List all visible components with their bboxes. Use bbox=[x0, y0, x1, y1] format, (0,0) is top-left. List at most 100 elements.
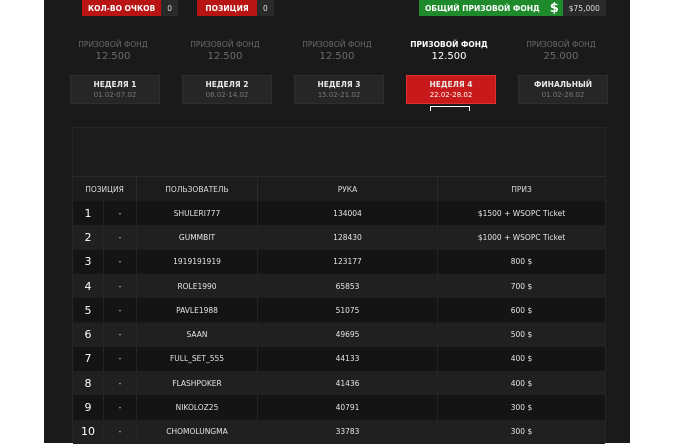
week-tab-1[interactable]: НЕДЕЛЯ 1 01.02-07.02 bbox=[70, 75, 160, 104]
week-fund-value: 12.500 bbox=[319, 51, 355, 62]
row-rank: 8 bbox=[73, 371, 104, 396]
row-user: CHOMOLUNGMA bbox=[137, 419, 258, 444]
week-fund-1: ПРИЗОВОЙ ФОНД 12.500 bbox=[64, 40, 162, 62]
row-hand: 40791 bbox=[258, 395, 438, 420]
row-hand: 33783 bbox=[258, 419, 438, 444]
week-tab-5[interactable]: ФИНАЛЬНЫЙ 01.02-28.02 bbox=[518, 75, 608, 104]
position-label: ПОЗИЦИЯ bbox=[197, 0, 257, 16]
row-change: - bbox=[104, 249, 137, 274]
week-fund-label: ПРИЗОВОЙ ФОНД bbox=[302, 40, 372, 49]
header-user: ПОЛЬЗОВАТЕЛЬ bbox=[137, 177, 258, 201]
row-user: SAAN bbox=[137, 322, 258, 347]
dollar-icon: $ bbox=[545, 0, 563, 16]
row-change: - bbox=[104, 273, 137, 299]
row-user: FULL_SET_555 bbox=[137, 346, 258, 372]
row-prize: 300 $ bbox=[510, 427, 533, 437]
week-tab-3[interactable]: НЕДЕЛЯ 3 15.02-21.02 bbox=[294, 75, 384, 104]
row-rank: 7 bbox=[73, 346, 104, 372]
week-fund-label: ПРИЗОВОЙ ФОНД bbox=[410, 40, 488, 49]
table-row: 1- SHULERI777 134004 $1500 + WSOPC Ticket bbox=[73, 201, 605, 226]
total-fund-label: ОБЩИЙ ПРИЗОВОЙ ФОНД bbox=[419, 0, 546, 16]
row-user: 1919191919 bbox=[137, 249, 258, 274]
points-value: 0 bbox=[161, 0, 178, 16]
row-rank: 5 bbox=[73, 298, 104, 323]
row-user: GUMMBIT bbox=[137, 225, 258, 250]
row-hand: 51075 bbox=[258, 298, 438, 323]
week-tab-4[interactable]: НЕДЕЛЯ 4 22.02-28.02 bbox=[406, 75, 496, 104]
table-row: 6- SAAN 49695 500 $ bbox=[73, 322, 605, 347]
week-fund-5: ПРИЗОВОЙ ФОНД 25.000 bbox=[512, 40, 610, 62]
row-rank: 9 bbox=[73, 395, 104, 420]
leaderboard-table: ПОЗИЦИЯ ПОЛЬЗОВАТЕЛЬ РУКА ПРИЗ 1- SHULERI… bbox=[72, 127, 606, 444]
position-value: 0 bbox=[257, 0, 274, 16]
week-fund-value: 12.500 bbox=[207, 51, 243, 62]
table-row: 4- ROLE1990 65853 700 $ bbox=[73, 273, 605, 299]
week-tab-name: НЕДЕЛЯ 3 bbox=[317, 80, 361, 89]
row-rank: 6 bbox=[73, 322, 104, 347]
week-tab-dates: 08.02-14.02 bbox=[205, 91, 249, 99]
row-prize: $1500 + WSOPC Ticket bbox=[477, 208, 566, 218]
row-user: SHULERI777 bbox=[137, 201, 258, 226]
row-hand: 44133 bbox=[258, 346, 438, 372]
week-tab-name: НЕДЕЛЯ 4 bbox=[429, 80, 473, 89]
row-prize: 300 $ bbox=[510, 403, 533, 413]
table-row: 9- NIKOLOZ25 40791 300 $ bbox=[73, 395, 605, 420]
active-week-bracket bbox=[430, 106, 470, 111]
week-tab-dates: 01.02-28.02 bbox=[541, 91, 585, 99]
row-user: ROLE1990 bbox=[137, 273, 258, 299]
week-fund-3: ПРИЗОВОЙ ФОНД 12.500 bbox=[288, 40, 386, 62]
table-row: 3-1919191919 123177 800 $ bbox=[73, 249, 605, 274]
table-row: 10- CHOMOLUNGMA 33783 300 $ bbox=[73, 419, 605, 444]
row-prize: 800 $ bbox=[510, 257, 533, 267]
row-rank: 2 bbox=[73, 225, 104, 250]
row-rank: 4 bbox=[73, 273, 104, 299]
position-stat: ПОЗИЦИЯ 0 bbox=[197, 0, 274, 16]
row-hand: 128430 bbox=[258, 225, 438, 250]
week-tab-2[interactable]: НЕДЕЛЯ 2 08.02-14.02 bbox=[182, 75, 272, 104]
total-fund-value: $75,000 bbox=[562, 0, 606, 16]
week-tab-dates: 15.02-21.02 bbox=[317, 91, 361, 99]
row-prize: 400 $ bbox=[510, 378, 533, 388]
row-rank: 10 bbox=[73, 419, 104, 444]
row-prize: 700 $ bbox=[510, 281, 533, 291]
row-user: FLASHPOKER bbox=[137, 371, 258, 396]
row-change: - bbox=[104, 395, 137, 420]
row-change: - bbox=[104, 419, 137, 444]
row-rank: 3 bbox=[73, 249, 104, 274]
total-fund-stat: ОБЩИЙ ПРИЗОВОЙ ФОНД $ $75,000 bbox=[419, 0, 606, 16]
row-change: - bbox=[104, 201, 137, 226]
week-fund-label: ПРИЗОВОЙ ФОНД bbox=[78, 40, 148, 49]
table-row: 2- GUMMBIT 128430 $1000 + WSOPC Ticket bbox=[73, 225, 605, 250]
row-prize: 500 $ bbox=[510, 330, 533, 340]
header-prize: ПРИЗ bbox=[511, 184, 532, 194]
row-change: - bbox=[104, 322, 137, 347]
table-row: 8- FLASHPOKER 41436 400 $ bbox=[73, 371, 605, 396]
week-fund-value: 12.500 bbox=[95, 51, 131, 62]
week-tab-dates: 22.02-28.02 bbox=[429, 91, 473, 99]
table-row: 7- FULL_SET_555 44133 400 $ bbox=[73, 346, 605, 372]
row-prize: 400 $ bbox=[510, 354, 533, 364]
row-prize: 600 $ bbox=[510, 305, 533, 315]
header-hand: РУКА bbox=[258, 177, 438, 201]
header-position: ПОЗИЦИЯ bbox=[73, 177, 137, 201]
table-header: ПОЗИЦИЯ ПОЛЬЗОВАТЕЛЬ РУКА ПРИЗ bbox=[73, 176, 605, 202]
row-hand: 123177 bbox=[258, 249, 438, 274]
week-tab-name: ФИНАЛЬНЫЙ bbox=[533, 80, 593, 89]
row-change: - bbox=[104, 346, 137, 372]
row-hand: 41436 bbox=[258, 371, 438, 396]
row-hand: 134004 bbox=[258, 201, 438, 226]
row-prize: $1000 + WSOPC Ticket bbox=[477, 232, 566, 242]
week-fund-label: ПРИЗОВОЙ ФОНД bbox=[190, 40, 260, 49]
week-fund-4: ПРИЗОВОЙ ФОНД 12.500 bbox=[400, 40, 498, 111]
row-change: - bbox=[104, 371, 137, 396]
week-tab-name: НЕДЕЛЯ 2 bbox=[205, 80, 249, 89]
week-fund-2: ПРИЗОВОЙ ФОНД 12.500 bbox=[176, 40, 274, 62]
row-change: - bbox=[104, 298, 137, 323]
week-fund-label: ПРИЗОВОЙ ФОНД bbox=[526, 40, 596, 49]
row-user: NIKOLOZ25 bbox=[137, 395, 258, 420]
row-user: PAVLE1988 bbox=[137, 298, 258, 323]
points-label: КОЛ-ВО ОЧКОВ bbox=[82, 0, 162, 16]
points-stat: КОЛ-ВО ОЧКОВ 0 bbox=[82, 0, 178, 16]
week-fund-value: 25.000 bbox=[543, 51, 579, 62]
row-hand: 65853 bbox=[258, 273, 438, 299]
